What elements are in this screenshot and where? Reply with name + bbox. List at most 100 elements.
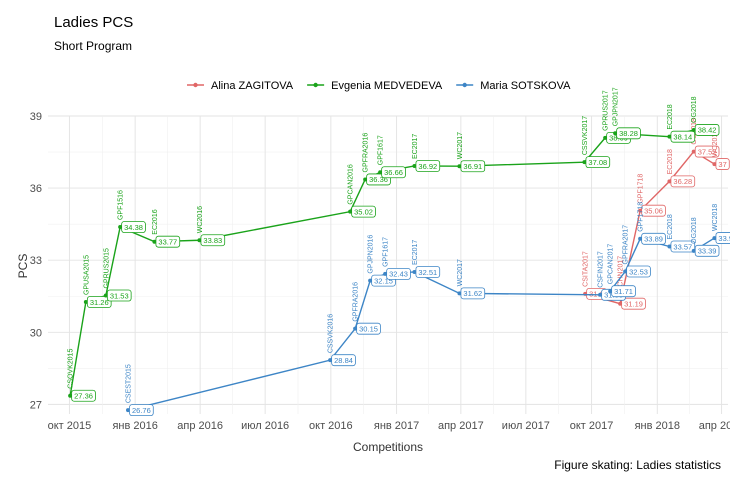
y-axis: 27 30 33 36 39 — [30, 111, 42, 411]
legend-label: Maria SOTSKOVA — [480, 80, 571, 92]
data-point — [68, 393, 73, 398]
data-label: 32.51 — [418, 268, 437, 277]
x-axis: окт 2015 янв 2016 апр 2016 июл 2016 окт 2016… — [48, 420, 730, 432]
data-label: 36.66 — [384, 168, 403, 177]
data-label: 35.06 — [644, 206, 663, 215]
data-label: 33.57 — [673, 242, 692, 251]
competition-label: GPFRA2017 — [623, 225, 630, 265]
x-tick-label: окт 2017 — [570, 420, 614, 432]
data-label-box — [670, 240, 696, 253]
series-line — [127, 237, 715, 411]
data-label: 36.36 — [369, 175, 388, 184]
y-tick-label: 30 — [30, 327, 42, 339]
competition-label: CSFIN2017 — [598, 251, 605, 288]
data-label-box — [694, 145, 720, 158]
x-tick-label: апр 2018 — [699, 420, 730, 432]
data-point — [712, 162, 717, 167]
legend-item: Evgenia MEDVEDEVA — [307, 80, 443, 92]
competition-label: CSSVK2016 — [328, 314, 335, 353]
y-tick-label: 36 — [30, 183, 42, 195]
data-label: 31.26 — [90, 298, 109, 307]
data-label: 30.15 — [359, 324, 378, 333]
data-label-box — [155, 235, 181, 248]
competition-label: GPF1718 — [638, 174, 645, 204]
data-label-box — [386, 267, 411, 280]
data-point — [118, 225, 123, 230]
competition-label: EC2018 — [667, 104, 674, 129]
data-point — [412, 163, 417, 168]
competition-label: OG2018 — [691, 217, 698, 244]
competition-label: GPCAN2017 — [608, 244, 615, 285]
data-label-box — [694, 124, 720, 136]
data-label-box — [381, 166, 406, 179]
data-label: 26.76 — [132, 406, 151, 415]
competition-label: EC2017 — [412, 240, 419, 265]
data-label: 37.08 — [588, 158, 607, 167]
data-point — [667, 244, 672, 249]
legend: Alina ZAGITOVA Evgenia MEDVEDEVA Maria SOT… — [187, 80, 571, 92]
data-label-box — [415, 160, 441, 172]
competition-label: EC2018 — [667, 214, 674, 239]
x-tick-label: окт 2015 — [48, 420, 92, 432]
x-tick-label: янв 2017 — [374, 420, 419, 432]
data-label: 31.53 — [110, 291, 129, 300]
data-label: 38.28 — [619, 129, 638, 138]
competition-label: GPF1516 — [118, 190, 125, 220]
data-label-box — [621, 297, 646, 310]
data-point — [457, 291, 462, 296]
data-label: 33.39 — [698, 247, 717, 256]
data-label-box — [694, 244, 720, 257]
plot-panel — [48, 116, 728, 414]
data-label-box — [616, 127, 641, 140]
data-label: 36.28 — [673, 177, 692, 186]
x-tick-label: июл 2017 — [502, 420, 550, 432]
data-point — [667, 179, 672, 184]
chart-subtitle: Short Program — [54, 39, 132, 53]
data-point — [412, 269, 417, 274]
y-axis-label: PCS — [16, 254, 30, 279]
competition-label: CSOVK2015 — [68, 349, 75, 389]
data-label-box — [356, 322, 381, 335]
data-point — [691, 248, 696, 253]
x-tick-label: янв 2016 — [112, 420, 157, 432]
data-label-box — [129, 404, 154, 417]
series: CSOVK201527.36GPUSA201531.26GPRUS201531.… — [68, 87, 720, 402]
chart-caption: Figure skating: Ladies statistics — [554, 458, 721, 472]
legend-item: Maria SOTSKOVA — [456, 80, 571, 92]
data-point — [691, 127, 696, 132]
data-point — [691, 149, 696, 154]
data-label: 33.83 — [203, 236, 222, 245]
data-label: 32.53 — [629, 267, 648, 276]
data-point — [383, 271, 388, 276]
data-point — [608, 289, 613, 294]
data-label-box — [121, 221, 146, 233]
data-label-box — [331, 354, 356, 367]
legend-swatch-point — [193, 82, 198, 88]
data-point — [378, 170, 383, 175]
data-point — [197, 238, 202, 243]
x-tick-label: апр 2016 — [177, 420, 223, 432]
series: CSEST2015 26.76 CSSVK2016 28.84 GPFRA2016 30.… — [126, 202, 730, 417]
competition-label: WC2018 — [712, 130, 719, 157]
competition-label: EC2018 — [667, 149, 674, 174]
legend-item: Alina ZAGITOVA — [187, 80, 294, 92]
competition-label: EC2017 — [412, 134, 419, 159]
data-label: 35.02 — [354, 207, 373, 216]
competition-label: GPUSA2015 — [83, 255, 90, 295]
x-axis-label: Competitions — [353, 440, 423, 454]
data-point — [126, 408, 130, 413]
data-point — [363, 177, 368, 182]
competition-label: CSEST2015 — [126, 364, 133, 403]
competition-label: GPRUS2017 — [603, 90, 610, 131]
data-point — [582, 160, 587, 165]
data-point — [618, 301, 623, 306]
data-label: 34.38 — [124, 223, 143, 232]
data-label: 28.84 — [334, 356, 353, 365]
data-point — [353, 326, 358, 331]
data-label: 38.14 — [673, 132, 692, 141]
data-point — [457, 164, 462, 169]
data-label-box — [641, 232, 666, 245]
competition-label: GPF1617 — [378, 135, 385, 165]
data-label: 27.36 — [74, 392, 93, 401]
data-label-box — [715, 232, 730, 244]
